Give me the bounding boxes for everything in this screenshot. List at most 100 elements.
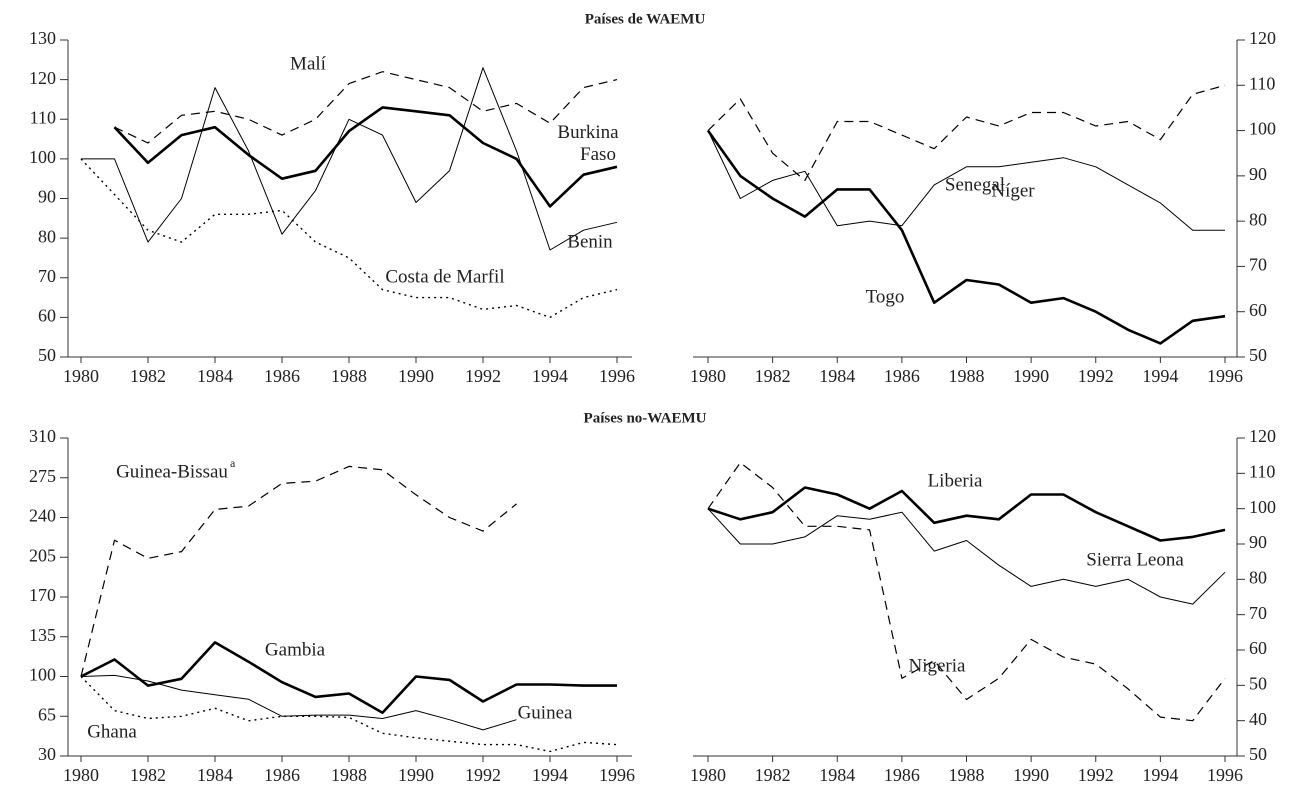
y-tick-label: 60 [1249,300,1267,320]
series-label: Guinea [518,702,573,723]
series-label: Níger [991,180,1035,201]
x-tick-label: 1996 [599,765,635,785]
y-tick-label: 90 [1249,164,1267,184]
x-tick-label: 1986 [884,366,920,386]
series-label: Gambia [265,639,326,660]
series-label: Senegal [945,174,1005,195]
x-tick-label: 1996 [1207,366,1243,386]
y-tick-label: 135 [29,625,56,645]
y-tick-label: 240 [29,506,56,526]
y-tick-label: 80 [38,226,56,246]
y-tick-label: 100 [29,147,56,167]
x-tick-label: 1982 [755,765,791,785]
y-tick-label: 80 [1249,209,1267,229]
y-tick-label: 50 [1249,744,1267,764]
y-tick-label: 120 [1249,426,1276,446]
series-label: Guinea-Bissau [116,461,228,482]
series-line [707,486,1226,542]
series-line [80,158,618,319]
x-tick-label: 1992 [1078,366,1114,386]
y-tick-label: 100 [1249,119,1276,139]
x-tick-label: 1996 [1207,765,1243,785]
series-label: Togo [866,286,905,307]
y-tick-label: 205 [29,545,56,565]
x-tick-label: 1984 [197,366,233,386]
x-tick-label: 1980 [63,366,99,386]
series-label: Benin [567,231,613,252]
series-line [81,67,618,251]
y-tick-label: 70 [1249,603,1267,623]
x-tick-label: 1980 [63,765,99,785]
y-tick-label: 30 [38,744,56,764]
x-tick-label: 1980 [690,366,726,386]
y-tick-label: 310 [29,426,56,446]
y-tick-label: 65 [38,704,56,724]
x-tick-label: 1992 [1078,765,1114,785]
y-tick-label: 170 [29,585,56,605]
y-tick-label: 50 [1249,345,1267,365]
series-line [80,641,617,715]
section-title: Países no-WAEMU [584,410,707,426]
x-tick-label: 1990 [398,765,434,785]
series-line [707,130,1225,231]
y-tick-label: 120 [1249,28,1276,48]
series-line [707,84,1226,181]
x-tick-label: 1990 [398,366,434,386]
x-tick-label: 1984 [819,366,855,386]
series-line [707,462,1226,722]
y-tick-label: 130 [29,28,56,48]
x-tick-label: 1994 [1142,366,1178,386]
y-tick-label: 275 [29,466,56,486]
series-line [80,674,517,731]
series-line [80,676,618,753]
x-tick-label: 1992 [465,366,501,386]
x-tick-label: 1992 [465,765,501,785]
series-label: Costa de Marfil [385,266,504,287]
y-tick-label: 90 [38,187,56,207]
y-tick-label: 110 [30,107,56,127]
series-line [113,106,618,208]
x-tick-label: 1988 [949,366,985,386]
series-line [80,465,517,677]
x-tick-label: 1982 [755,366,791,386]
x-tick-label: 1984 [819,765,855,785]
y-tick-label: 80 [1249,567,1267,587]
series-label: Liberia [928,470,983,491]
series-line [706,129,1226,345]
section-title: Países de WAEMU [585,11,706,27]
x-tick-label: 1988 [331,765,367,785]
x-tick-label: 1982 [130,366,166,386]
series-label: Sierra Leona [1086,549,1184,570]
y-tick-label: 120 [29,68,56,88]
y-tick-label: 100 [1249,497,1276,517]
y-tick-label: 110 [1249,73,1275,93]
footnote-marker: a [230,456,236,470]
y-tick-label: 50 [1249,673,1267,693]
x-tick-label: 1986 [884,765,920,785]
x-tick-label: 1996 [599,366,635,386]
series-label: Nigeria [909,655,967,676]
x-tick-label: 1988 [949,765,985,785]
series-line [114,71,618,144]
x-tick-label: 1990 [1013,366,1049,386]
series-line [707,508,1226,605]
y-tick-label: 70 [38,266,56,286]
x-tick-label: 1988 [331,366,367,386]
y-tick-label: 90 [1249,532,1267,552]
x-tick-label: 1986 [264,765,300,785]
x-tick-label: 1986 [264,366,300,386]
x-tick-label: 1980 [690,765,726,785]
y-tick-label: 110 [1249,461,1275,481]
series-label: Malí [290,53,327,74]
x-tick-label: 1990 [1013,765,1049,785]
y-tick-label: 60 [1249,638,1267,658]
y-tick-label: 50 [38,345,56,365]
series-label: Ghana [87,721,137,742]
x-tick-label: 1982 [130,765,166,785]
y-tick-label: 40 [1249,709,1267,729]
y-tick-label: 70 [1249,255,1267,275]
x-tick-label: 1994 [532,366,568,386]
series-label: Burkina Faso [557,122,619,165]
x-tick-label: 1994 [1142,765,1178,785]
